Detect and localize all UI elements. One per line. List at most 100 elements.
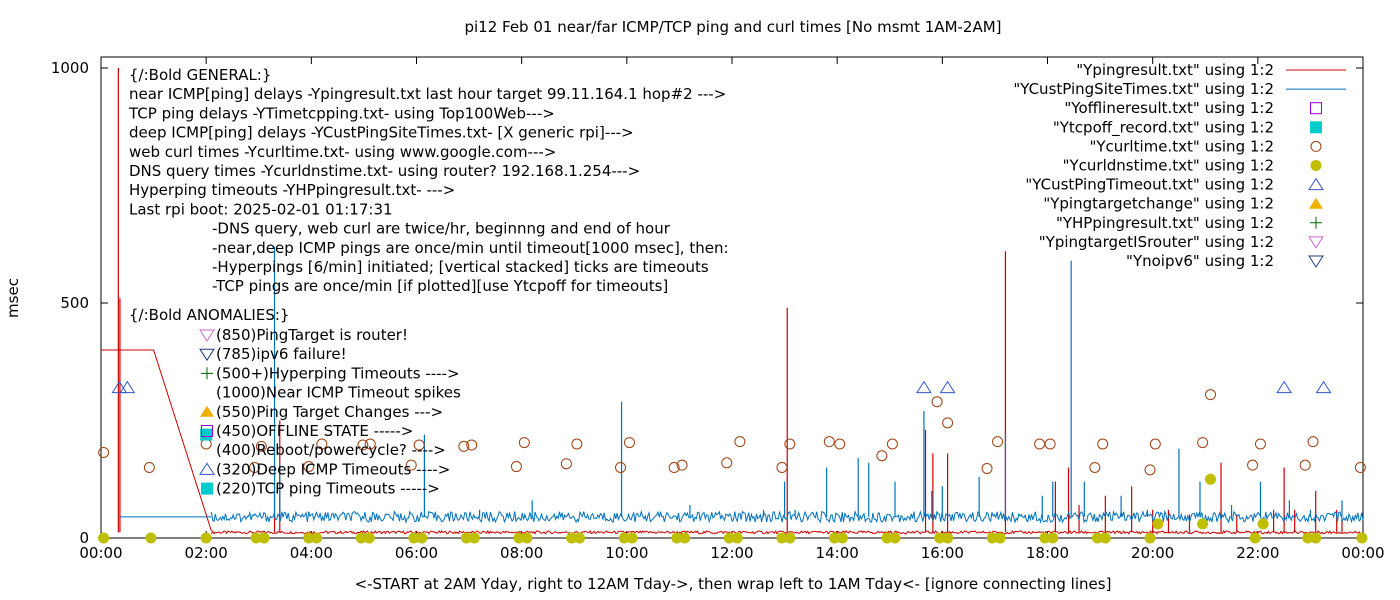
legend-marker	[1308, 177, 1324, 191]
x-tick-label: 00:00	[79, 544, 122, 562]
data-point	[618, 532, 630, 544]
data-point	[468, 532, 480, 544]
data-point	[876, 450, 888, 462]
data-point	[981, 462, 993, 474]
info-line: Hyperping timeouts -YHPpingresult.txt- -…	[129, 181, 455, 199]
data-point	[258, 532, 270, 544]
data-point	[521, 532, 533, 544]
data-point	[1047, 532, 1059, 544]
data-point	[834, 438, 846, 450]
data-point	[98, 532, 110, 544]
series-2	[119, 246, 1364, 525]
data-point	[939, 380, 956, 394]
data-point	[1307, 436, 1319, 448]
info-line: Last rpi boot: 2025-02-01 01:17:31	[129, 200, 393, 218]
data-point	[303, 461, 315, 473]
data-point	[413, 439, 425, 451]
anomaly-marker	[199, 329, 215, 342]
data-point	[1310, 532, 1322, 544]
data-point	[1039, 532, 1051, 544]
legend-label: "YCustPingTimeout.txt" using 1:2	[1025, 176, 1274, 194]
data-point	[200, 532, 212, 544]
data-point	[626, 532, 638, 544]
legend-label: "Yofflineresult.txt" using 1:2	[1064, 99, 1274, 117]
data-point	[119, 380, 136, 394]
data-point	[776, 462, 788, 473]
data-point	[560, 458, 572, 470]
data-point	[1091, 532, 1103, 544]
x-tick-label: 04:00	[290, 544, 333, 562]
data-point	[1302, 532, 1314, 544]
legend-label: "Ycurldnstime.txt" using 1:2	[1063, 157, 1274, 175]
data-point	[1249, 532, 1261, 544]
data-point	[1205, 389, 1217, 401]
data-point	[1197, 518, 1209, 530]
legend-marker	[1308, 255, 1324, 268]
data-point	[416, 532, 428, 544]
x-axis-label: <-START at 2AM Yday, right to 12AM Tday-…	[355, 575, 1112, 593]
data-point	[731, 532, 743, 544]
data-point	[145, 532, 157, 544]
data-point	[111, 380, 128, 394]
anomaly-marker	[201, 482, 213, 495]
data-point	[942, 532, 954, 544]
x-tick-label: 02:00	[185, 544, 228, 562]
data-point	[823, 436, 835, 448]
legend: "Ypingresult.txt" using 1:2"YCustPingSit…	[1013, 61, 1346, 270]
data-point	[1247, 459, 1259, 471]
data-point	[889, 532, 901, 544]
data-point	[513, 532, 525, 544]
data-point	[458, 440, 470, 452]
data-point	[98, 446, 110, 458]
anomaly-marker	[199, 462, 215, 475]
data-point	[931, 396, 943, 408]
data-point	[615, 462, 627, 473]
info-line: near ICMP[ping] delays -Ypingresult.txt …	[129, 85, 726, 103]
x-tick-label: 14:00	[816, 544, 859, 562]
data-point	[1197, 437, 1209, 449]
series-layer	[98, 68, 1368, 544]
series-5	[111, 380, 1332, 394]
data-point	[934, 532, 946, 544]
y-tick-label: 0	[79, 529, 89, 547]
info-note: -DNS query, web curl are twice/hr, begin…	[212, 220, 671, 238]
data-point	[249, 462, 261, 473]
legend-label: "Ycurltime.txt" using 1:2	[1089, 137, 1274, 155]
legend-label: "Ypingtargetchange" using 1:2	[1043, 195, 1274, 213]
data-point	[518, 437, 530, 449]
legend-label: "YCustPingSiteTimes.txt" using 1:2	[1013, 80, 1274, 98]
series-4	[98, 473, 1368, 544]
x-tick-label: 18:00	[1026, 544, 1069, 562]
data-point	[1315, 380, 1332, 394]
data-point	[986, 532, 998, 544]
info-line: {/:Bold GENERAL:}	[129, 66, 271, 84]
data-point	[1354, 462, 1366, 473]
x-tick-label: 08:00	[500, 544, 543, 562]
data-point	[408, 532, 420, 544]
data-point	[303, 532, 315, 544]
anomaly-marker	[199, 348, 215, 362]
info-note: -Hyperpings [6/min] initiated; [vertical…	[212, 258, 709, 276]
data-point	[1254, 438, 1266, 450]
data-point	[1044, 438, 1056, 450]
info-note: -near,deep ICMP pings are once/min until…	[212, 239, 729, 257]
data-point	[676, 459, 688, 471]
series-6	[200, 428, 213, 441]
data-point	[1152, 518, 1164, 530]
anomalies-title: {/:Bold ANOMALIES:}	[129, 306, 289, 324]
data-point	[886, 438, 898, 450]
legend-marker	[1310, 216, 1322, 229]
x-tick-label: 22:00	[1236, 544, 1279, 562]
anomaly-line: (785)ipv6 failure!	[216, 345, 347, 363]
data-point	[671, 532, 683, 544]
axes: 00:00 02:00 04:00 06:00 08:00 10:00 12:00 14:00…	[51, 57, 1385, 562]
data-point	[363, 532, 375, 544]
legend-marker	[1308, 236, 1324, 249]
data-point	[355, 532, 367, 544]
anomaly-line: (450)OFFLINE STATE ----->	[216, 422, 413, 440]
x-tick-label: 12:00	[710, 544, 753, 562]
data-point	[1149, 438, 1161, 450]
info-line: web curl times -Ycurltime.txt- using www…	[129, 143, 556, 161]
data-point	[250, 532, 262, 544]
